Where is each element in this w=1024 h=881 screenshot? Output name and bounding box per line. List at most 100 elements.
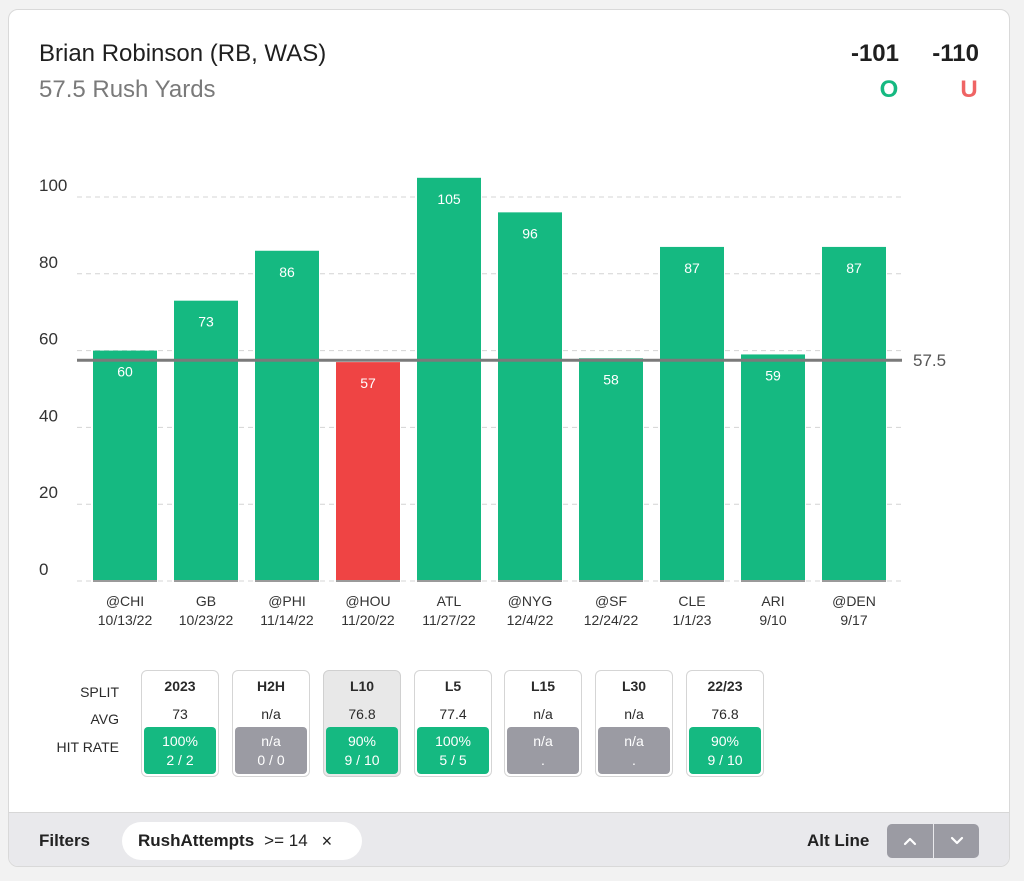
hit-pct: 100%: [435, 733, 471, 749]
x-date-label: 12/4/22: [507, 612, 554, 628]
bar-value-label: 105: [437, 191, 461, 207]
x-date-label: 11/20/22: [341, 612, 395, 628]
hit-count: 0 / 0: [257, 752, 285, 768]
x-tick-label: @HOU: [345, 593, 390, 609]
hit-pct: 90%: [710, 733, 740, 749]
bar-value-label: 59: [765, 367, 781, 383]
split-hit-rate: 90% 9 / 10: [689, 727, 761, 774]
x-date-label: 11/27/22: [422, 612, 476, 628]
filter-chip-rush-attempts[interactable]: RushAttempts >= 14 ×: [122, 822, 362, 860]
bar: [498, 212, 562, 582]
split-avg: 73: [172, 706, 188, 722]
split-column[interactable]: 22/23 76.8 90% 9 / 10: [686, 670, 764, 777]
x-tick-label: ATL: [437, 593, 462, 609]
alt-line-up-button[interactable]: [887, 824, 933, 858]
hit-pct: 90%: [347, 733, 377, 749]
player-name: Brian Robinson (RB, WAS): [39, 40, 327, 67]
chevron-down-icon: [950, 836, 963, 845]
split-label: L30: [621, 678, 647, 694]
split-hit-rate: n/a.: [598, 727, 670, 774]
y-tick-label: 100: [39, 176, 67, 195]
filters-label: Filters: [39, 831, 91, 850]
hit-count: 9 / 10: [707, 752, 743, 768]
split-hit-rate: 100% 5 / 5: [417, 727, 489, 774]
split-hit-rate: 100% 2 / 2: [144, 727, 216, 774]
bar: [417, 177, 481, 582]
y-tick-label: 40: [39, 406, 58, 425]
x-tick-label: @SF: [595, 593, 627, 609]
over-odds[interactable]: -101: [850, 40, 899, 67]
x-tick-label: @CHI: [106, 593, 144, 609]
split-column[interactable]: H2H n/a n/a 0 / 0: [232, 670, 310, 777]
split-column[interactable]: 2023 73 100% 2 / 2: [141, 670, 219, 777]
x-tick-label: @DEN: [832, 593, 876, 609]
alt-line-stepper[interactable]: [887, 824, 979, 858]
bar-value-label: 60: [117, 364, 133, 380]
alt-line-down-button[interactable]: [933, 824, 979, 858]
split-hit-rate: 90% 9 / 10: [326, 727, 398, 774]
y-tick-label: 80: [39, 253, 58, 272]
x-date-label: 9/17: [840, 612, 867, 628]
x-date-label: 9/10: [759, 612, 786, 628]
split-avg: 77.4: [439, 706, 467, 722]
x-tick-label: @NYG: [508, 593, 553, 609]
bar-value-label: 96: [522, 225, 538, 241]
x-date-label: 11/14/22: [260, 612, 314, 628]
close-icon[interactable]: ×: [321, 830, 333, 851]
under-odds[interactable]: -110: [932, 40, 979, 67]
bar: [255, 250, 319, 581]
split-label: L5: [444, 678, 462, 694]
hit-pct: 100%: [162, 733, 198, 749]
chevron-up-icon: [903, 837, 917, 846]
hit-count: .: [632, 752, 636, 768]
x-tick-label: ARI: [761, 593, 784, 609]
x-tick-label: CLE: [678, 593, 705, 609]
prop-card: Brian Robinson (RB, WAS) 57.5 Rush Yards…: [8, 9, 1010, 867]
x-tick-label: GB: [196, 593, 216, 609]
split-column[interactable]: L5 77.4 100% 5 / 5: [414, 670, 492, 777]
bar-value-label: 87: [846, 260, 862, 276]
split-label: 22/23: [707, 678, 743, 694]
x-tick-label: @PHI: [268, 593, 306, 609]
bar: [174, 300, 238, 581]
y-tick-label: 0: [39, 560, 48, 579]
hit-rate-row-label: HIT RATE: [56, 739, 120, 755]
hit-pct: n/a: [533, 733, 553, 749]
split-column[interactable]: L30 n/a n/a.: [595, 670, 673, 777]
split-avg: n/a: [261, 706, 281, 722]
bar: [336, 362, 400, 581]
under-label[interactable]: U: [960, 76, 978, 103]
bar: [93, 350, 157, 581]
avg-row-label: AVG: [90, 711, 119, 727]
filter-bar: Filters RushAttempts >= 14 × Alt Line: [9, 812, 1009, 866]
split-label: 2023: [164, 678, 196, 694]
y-tick-label: 60: [39, 330, 58, 349]
x-date-label: 12/24/22: [584, 612, 639, 628]
prop-line-label: 57.5: [913, 351, 946, 370]
hit-count: .: [541, 752, 545, 768]
alt-line-label: Alt Line: [807, 831, 870, 850]
split-avg: 76.8: [348, 706, 376, 722]
bar: [741, 354, 805, 581]
split-column[interactable]: L10 76.8 90% 9 / 10: [323, 670, 401, 777]
hit-count: 5 / 5: [439, 752, 467, 768]
split-avg: n/a: [624, 706, 644, 722]
bar: [579, 358, 643, 581]
split-avg: 76.8: [711, 706, 739, 722]
x-date-label: 1/1/23: [673, 612, 712, 628]
hit-count: 2 / 2: [166, 752, 194, 768]
split-hit-rate: n/a.: [507, 727, 579, 774]
bar-value-label: 73: [198, 314, 214, 330]
split-column[interactable]: L15 n/a n/a.: [504, 670, 582, 777]
split-row-label: SPLIT: [80, 684, 119, 700]
over-label[interactable]: O: [879, 76, 899, 103]
split-label: L15: [530, 678, 556, 694]
y-tick-label: 20: [39, 483, 58, 502]
bar: [822, 246, 886, 582]
x-date-label: 10/13/22: [98, 612, 153, 628]
bar-value-label: 87: [684, 260, 700, 276]
split-label: L10: [349, 678, 375, 694]
bar: [660, 246, 724, 582]
bar-value-label: 86: [279, 264, 295, 280]
hit-pct: n/a: [261, 733, 281, 749]
